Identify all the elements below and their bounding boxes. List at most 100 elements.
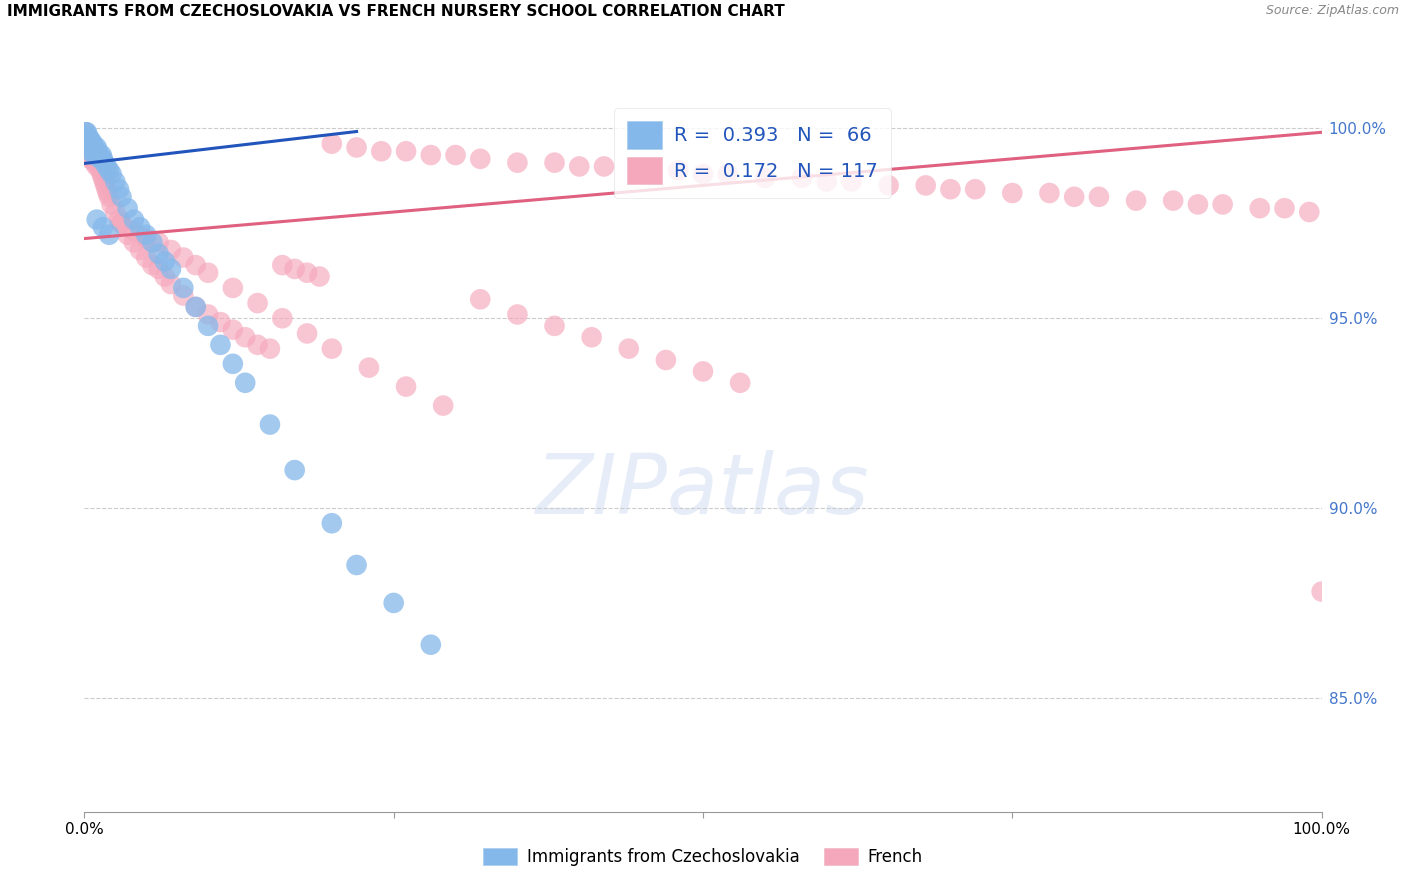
Point	[76, 133, 98, 147]
Point	[86, 212, 108, 227]
Point	[79, 133, 101, 147]
Point	[914, 178, 936, 193]
Point	[83, 140, 105, 154]
Point	[470, 293, 492, 307]
Point	[295, 326, 318, 341]
Point	[80, 140, 103, 154]
Point	[419, 638, 441, 652]
Point	[108, 182, 131, 196]
Point	[86, 160, 108, 174]
Point	[172, 281, 194, 295]
Point	[209, 338, 232, 352]
Point	[506, 155, 529, 169]
Point	[76, 129, 98, 144]
Point	[83, 148, 105, 162]
Point	[91, 170, 114, 185]
Point	[75, 125, 97, 139]
Point	[692, 364, 714, 378]
Point	[1125, 194, 1147, 208]
Point	[79, 148, 101, 162]
Point	[160, 243, 183, 257]
Point	[153, 269, 176, 284]
Point	[117, 227, 139, 242]
Point	[129, 243, 152, 257]
Point	[321, 136, 343, 151]
Point	[90, 167, 112, 181]
Point	[75, 133, 97, 147]
Point	[75, 133, 97, 147]
Point	[100, 197, 122, 211]
Point	[80, 140, 103, 154]
Point	[82, 145, 104, 159]
Point	[543, 318, 565, 333]
Point	[184, 300, 207, 314]
Point	[1063, 190, 1085, 204]
Point	[172, 288, 194, 302]
Point	[80, 136, 103, 151]
Point	[308, 269, 330, 284]
Point	[581, 330, 603, 344]
Point	[655, 353, 678, 368]
Point	[87, 145, 110, 159]
Point	[259, 342, 281, 356]
Point	[1161, 194, 1184, 208]
Point	[84, 152, 107, 166]
Point	[370, 145, 392, 159]
Point	[630, 163, 652, 178]
Point	[79, 152, 101, 166]
Point	[382, 596, 405, 610]
Point	[271, 311, 294, 326]
Point	[84, 145, 107, 159]
Point	[1088, 190, 1111, 204]
Point	[222, 323, 245, 337]
Point	[1212, 197, 1234, 211]
Point	[271, 258, 294, 272]
Point	[77, 136, 100, 151]
Point	[86, 148, 108, 162]
Point	[91, 220, 114, 235]
Point	[75, 136, 97, 151]
Text: Source: ZipAtlas.com: Source: ZipAtlas.com	[1265, 4, 1399, 18]
Point	[141, 235, 163, 250]
Point	[284, 261, 307, 276]
Point	[98, 190, 121, 204]
Point	[141, 258, 163, 272]
Point	[117, 201, 139, 215]
Point	[1310, 584, 1333, 599]
Point	[77, 133, 100, 147]
Point	[98, 163, 121, 178]
Point	[222, 357, 245, 371]
Point	[419, 148, 441, 162]
Point	[197, 318, 219, 333]
Point	[728, 376, 751, 390]
Point	[93, 175, 115, 189]
Point	[91, 152, 114, 166]
Point	[79, 136, 101, 151]
Point	[76, 140, 98, 154]
Point	[444, 148, 467, 162]
Point	[104, 205, 127, 219]
Point	[295, 266, 318, 280]
Point	[1249, 201, 1271, 215]
Point	[104, 175, 127, 189]
Point	[122, 235, 145, 250]
Point	[86, 152, 108, 166]
Point	[94, 178, 117, 193]
Point	[97, 186, 120, 200]
Point	[506, 308, 529, 322]
Point	[754, 170, 776, 185]
Point	[79, 133, 101, 147]
Point	[75, 125, 97, 139]
Point	[110, 216, 132, 230]
Point	[148, 261, 170, 276]
Point	[1001, 186, 1024, 200]
Point	[122, 212, 145, 227]
Point	[75, 136, 97, 151]
Point	[233, 376, 256, 390]
Point	[135, 227, 157, 242]
Point	[153, 254, 176, 268]
Point	[79, 145, 101, 159]
Point	[877, 178, 900, 193]
Point	[321, 516, 343, 531]
Point	[110, 216, 132, 230]
